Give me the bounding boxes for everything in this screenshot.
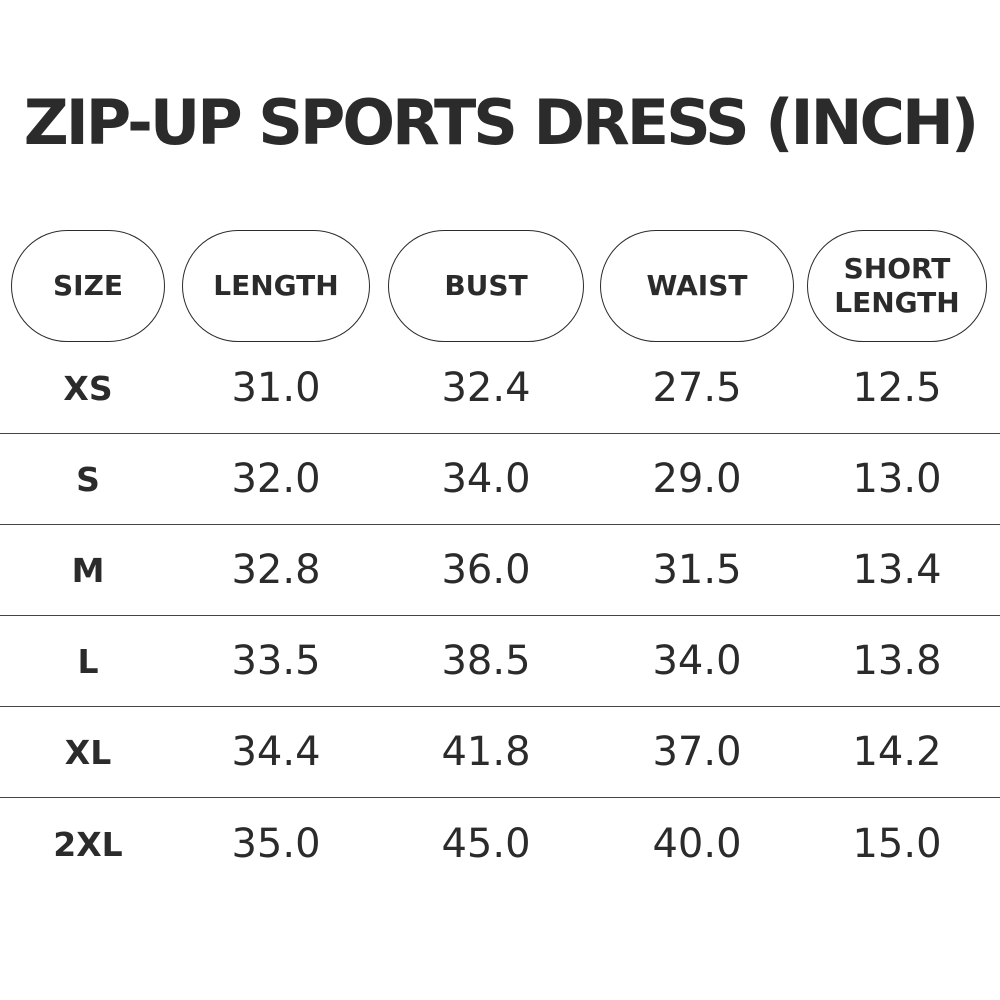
table-row: XS 31.0 32.4 27.5 12.5 [0,343,1000,434]
waist-cell: 40.0 [652,821,742,867]
short-length-cell: 12.5 [852,365,942,411]
table-row: S 32.0 34.0 29.0 13.0 [0,434,1000,525]
row-divider [0,797,1000,798]
size-cell: XL [64,733,112,772]
header-length: LENGTH [182,230,370,342]
row-divider [0,615,1000,616]
waist-cell: 27.5 [652,365,742,411]
header-bust: BUST [388,230,584,342]
row-divider [0,524,1000,525]
table-row: 2XL 35.0 45.0 40.0 15.0 [0,799,1000,890]
row-divider [0,433,1000,434]
bust-cell: 45.0 [441,821,531,867]
header-bust-label: BUST [444,269,528,302]
header-size: SIZE [11,230,165,342]
table-row: M 32.8 36.0 31.5 13.4 [0,525,1000,616]
table-row: L 33.5 38.5 34.0 13.8 [0,616,1000,707]
size-cell: L [77,642,99,681]
short-length-cell: 15.0 [852,821,942,867]
page-title: ZIP-UP SPORTS DRESS (INCH) [23,86,979,159]
bust-cell: 32.4 [441,365,531,411]
length-cell: 33.5 [231,638,321,684]
header-size-label: SIZE [52,269,123,302]
size-cell: S [76,460,100,499]
table-row: XL 34.4 41.8 37.0 14.2 [0,707,1000,798]
length-cell: 31.0 [231,365,321,411]
size-cell: XS [63,369,113,408]
header-waist: WAIST [600,230,794,342]
length-cell: 32.8 [231,547,321,593]
short-length-cell: 14.2 [852,729,942,775]
waist-cell: 37.0 [652,729,742,775]
waist-cell: 31.5 [652,547,742,593]
header-short-length-line1: SHORT [843,252,951,285]
header-waist-label: WAIST [646,269,748,302]
bust-cell: 36.0 [441,547,531,593]
size-cell: 2XL [53,825,123,864]
row-divider [0,706,1000,707]
waist-cell: 34.0 [652,638,742,684]
bust-cell: 41.8 [441,729,531,775]
size-cell: M [71,551,105,590]
header-short-length: SHORT LENGTH [807,230,987,342]
length-cell: 35.0 [231,821,321,867]
header-length-label: LENGTH [213,269,339,302]
length-cell: 32.0 [231,456,321,502]
short-length-cell: 13.8 [852,638,942,684]
header-short-length-line2: LENGTH [834,286,960,319]
length-cell: 34.4 [231,729,321,775]
waist-cell: 29.0 [652,456,742,502]
bust-cell: 38.5 [441,638,531,684]
bust-cell: 34.0 [441,456,531,502]
short-length-cell: 13.0 [852,456,942,502]
short-length-cell: 13.4 [852,547,942,593]
